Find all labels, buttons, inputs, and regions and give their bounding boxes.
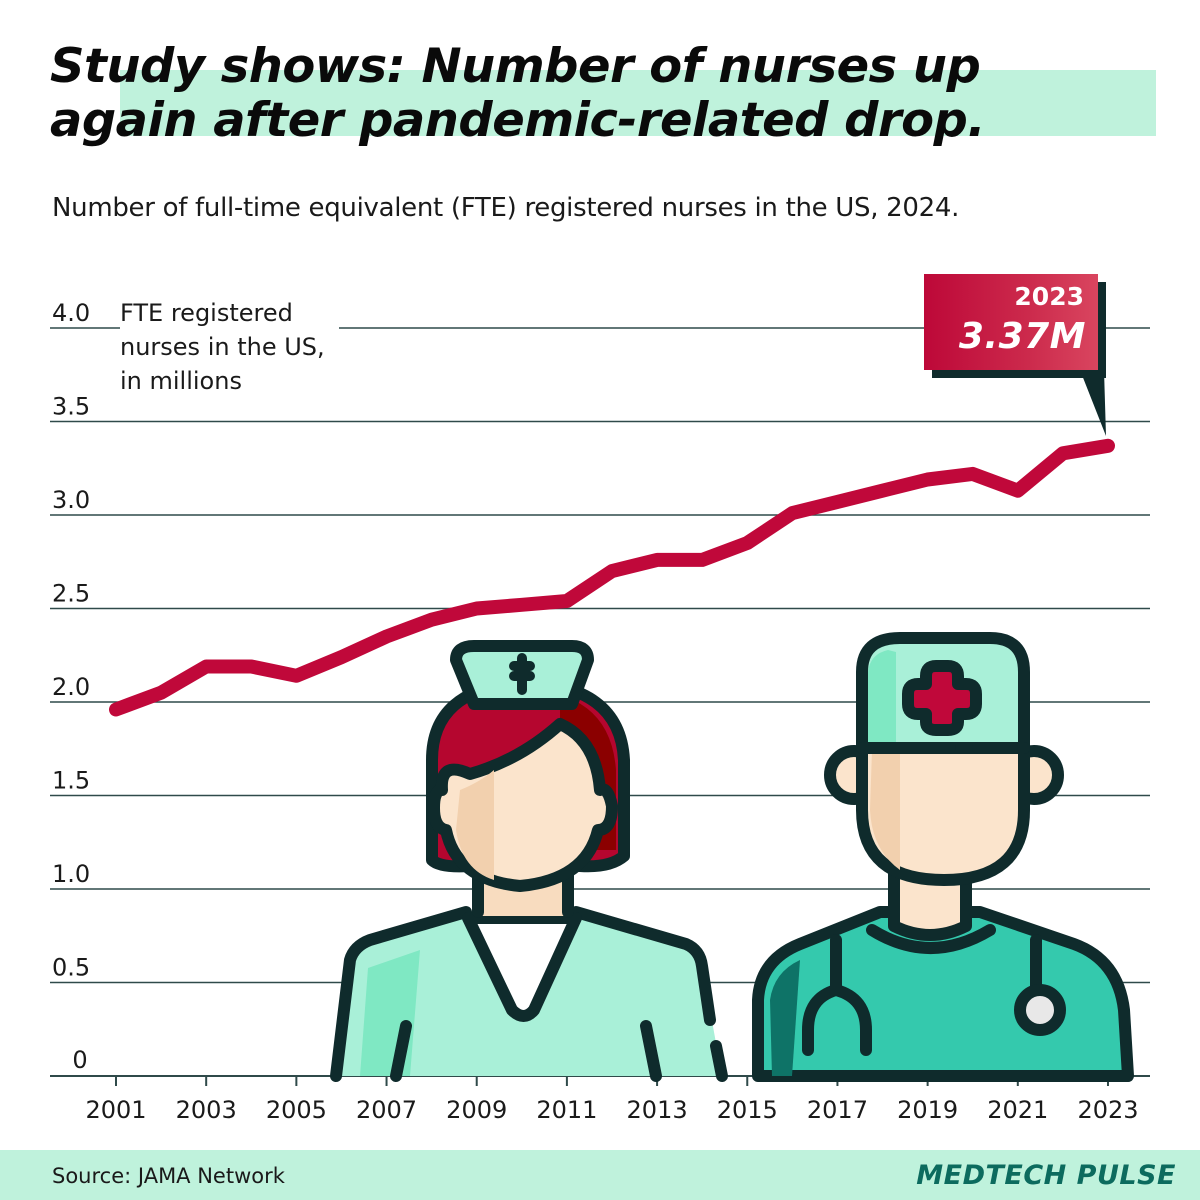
data-line: [109, 438, 1115, 717]
callout-pointer: [1080, 370, 1106, 436]
male-doctor-illustration: [752, 632, 1134, 1082]
title-line-1: Study shows: Number of nurses up: [50, 39, 981, 94]
y-axis-title: FTE registered nurses in the US, in mill…: [120, 296, 339, 398]
x-tick-label: 2003: [176, 1096, 237, 1124]
footer: Source: JAMA Network MEDTECH PULSE: [0, 1150, 1200, 1200]
y-tick-label: 0.5: [52, 954, 90, 982]
x-axis: 2001 2003 2005 2007 2009 2011 2013 2015 2017 2019…: [50, 1075, 1150, 1124]
y-axis-title-line-1: FTE registered: [120, 299, 293, 327]
x-tick-label: 2015: [717, 1096, 778, 1124]
y-tick-label: 1.5: [52, 767, 90, 795]
x-tick-label: 2019: [897, 1096, 958, 1124]
title-highlight-band: [120, 70, 1156, 136]
x-tick-label: 2017: [807, 1096, 868, 1124]
callout-value: 3.37M: [958, 316, 1086, 357]
x-tick-label: 2021: [987, 1096, 1048, 1124]
title-line-2: again after pandemic-related drop.: [50, 93, 986, 148]
y-tick-label: 3.0: [52, 486, 90, 514]
value-callout: 2023 3.37M: [924, 274, 1098, 370]
callout-year: 2023: [1014, 282, 1084, 311]
y-tick-label: 4.0: [52, 299, 90, 327]
x-tick-label: 2023: [1077, 1096, 1138, 1124]
y-tick-label: 3.5: [52, 393, 90, 421]
line-chart: 00.51.01.52.02.53.03.54.0 2001 2003 2005 20…: [50, 299, 1150, 1124]
chart-subtitle: Number of full-time equivalent (FTE) reg…: [52, 193, 960, 223]
y-axis-title-line-2: nurses in the US,: [120, 333, 325, 361]
x-tick-label: 2005: [266, 1096, 327, 1124]
y-tick-label: 2.5: [52, 580, 90, 608]
x-tick-label: 2009: [446, 1096, 507, 1124]
source-credit: Source: JAMA Network: [52, 1164, 285, 1188]
x-tick-label: 2011: [536, 1096, 597, 1124]
y-tick-label: 2.0: [52, 673, 90, 701]
y-axis-title-line-3: in millions: [120, 367, 242, 395]
y-tick-label: 0: [72, 1046, 87, 1074]
page-title: Study shows: Number of nurses up again a…: [50, 40, 1192, 148]
y-axis-tick-labels: 0 0.5 1.0 1.5 2.0 2.5 3.0 3.5 4.0: [52, 299, 90, 1074]
x-tick-label: 2001: [85, 1096, 146, 1124]
y-tick-label: 1.0: [52, 860, 90, 888]
brand-logo: MEDTECH PULSE: [916, 1160, 1176, 1191]
x-tick-label: 2007: [356, 1096, 417, 1124]
female-nurse-illustration: [330, 640, 728, 1082]
x-tick-label: 2013: [627, 1096, 688, 1124]
